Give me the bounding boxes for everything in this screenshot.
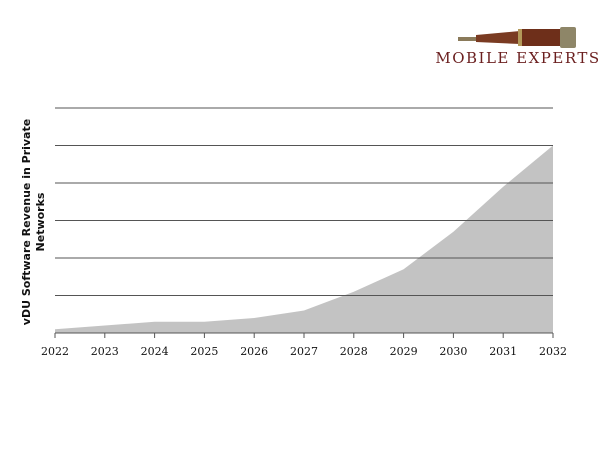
x-tick-label: 2022	[41, 345, 69, 358]
y-axis-label: vDU Software Revenue in Private	[20, 119, 33, 325]
logo-telescope	[458, 27, 576, 48]
y-axis-label: Networks	[34, 192, 47, 251]
x-tick-label: 2024	[141, 345, 169, 358]
x-tick-label: 2023	[91, 345, 119, 358]
x-tick-label: 2031	[489, 345, 517, 358]
x-tick-label: 2030	[439, 345, 467, 358]
x-tick-label: 2025	[190, 345, 218, 358]
x-tick-label: 2028	[340, 345, 368, 358]
x-tick-label: 2029	[390, 345, 418, 358]
x-tick-label: 2032	[539, 345, 567, 358]
brand: MOBILE EXPERTS	[435, 49, 600, 67]
area	[55, 145, 553, 333]
x-tick-label: 2026	[240, 345, 268, 358]
x-tick-label: 2027	[290, 345, 318, 358]
